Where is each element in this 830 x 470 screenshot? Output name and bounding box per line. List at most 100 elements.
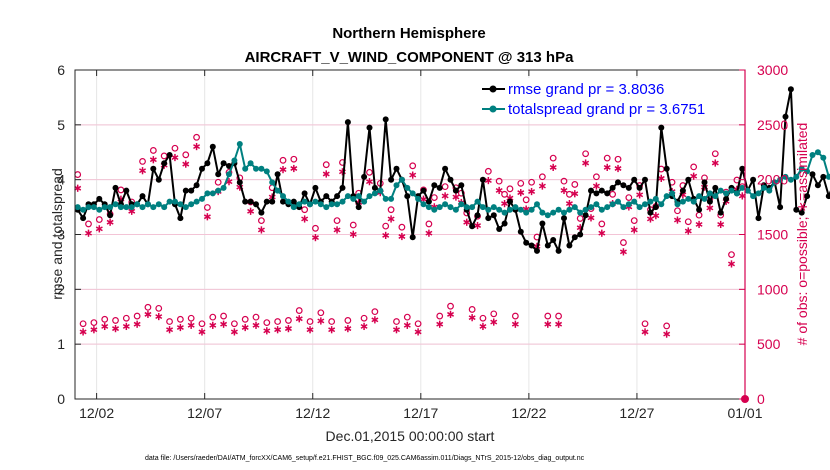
rmse-point	[312, 184, 319, 191]
rmse-point	[507, 198, 513, 205]
spread-point	[712, 193, 719, 200]
spread-point	[679, 198, 686, 205]
obs-possible-point	[101, 315, 109, 323]
rmse-point	[301, 190, 308, 197]
obs-possible-point	[312, 224, 319, 232]
y-tick-label: 1	[57, 336, 65, 352]
spread-point	[280, 193, 286, 200]
obs-possible-point	[663, 322, 671, 330]
spread-point	[458, 201, 465, 208]
spread-point	[550, 209, 557, 216]
obs-assimilated-point	[301, 215, 309, 223]
obs-assimilated-point	[166, 326, 174, 334]
spread-point	[809, 152, 816, 158]
obs-possible-point	[333, 217, 341, 225]
spread-point	[371, 190, 378, 197]
spread-point	[750, 193, 757, 200]
spread-point	[285, 198, 292, 205]
legend-rmse-label: rmse grand pr = 3.8036	[508, 81, 664, 98]
obs-possible-point	[366, 168, 373, 176]
rmse-point	[344, 119, 351, 126]
obs-possible-point	[90, 319, 98, 327]
spread-point	[85, 204, 92, 211]
spread-point	[139, 204, 146, 211]
rmse-point	[469, 223, 476, 230]
obs-assimilated-point	[317, 317, 325, 325]
spread-point	[582, 206, 589, 213]
obs-possible-point	[171, 144, 179, 152]
obs-assimilated-point	[79, 328, 87, 336]
spread-point	[755, 190, 762, 197]
obs-assimilated-point	[203, 213, 211, 221]
spread-point	[512, 204, 519, 211]
spread-point	[733, 190, 740, 197]
spread-point	[490, 204, 497, 211]
y-tick-label: 6	[57, 62, 65, 78]
rmse-point	[717, 209, 724, 216]
spread-point	[469, 204, 476, 211]
y2-tick-label: 1500	[757, 227, 788, 243]
rmse-point	[409, 234, 416, 241]
obs-assimilated-point	[414, 328, 422, 336]
obs-assimilated-point	[279, 166, 287, 174]
obs-assimilated-point	[133, 320, 141, 328]
spread-point	[593, 201, 600, 208]
obs-assimilated-point	[619, 248, 627, 256]
spread-point	[642, 201, 648, 208]
spread-point	[220, 184, 227, 191]
rmse-point	[652, 204, 659, 211]
obs-assimilated-point	[436, 320, 444, 328]
y2-tick-label: 0	[757, 391, 765, 407]
obs-possible-point	[360, 314, 368, 322]
axes: 12/02 12/07 12/12 12/17 12/22 12/27 01/0101234…	[57, 62, 788, 421]
obs-possible-point	[252, 313, 260, 321]
obs-assimilated-point	[290, 164, 298, 173]
rmse-point	[534, 247, 540, 254]
rmse-point	[798, 209, 805, 216]
obs-possible-point	[620, 239, 627, 246]
obs-assimilated-point	[328, 326, 336, 334]
spread-point	[398, 176, 405, 183]
rmse-point	[166, 152, 173, 158]
spread-point	[696, 193, 703, 200]
obs-possible-point	[209, 313, 217, 321]
spread-point	[787, 176, 794, 183]
obs-possible-point	[528, 178, 535, 186]
obs-possible-point	[133, 312, 141, 320]
y-axis-label: rmse and totalspread	[49, 168, 65, 300]
obs-possible-point	[95, 216, 103, 223]
rmse-point	[420, 187, 427, 194]
rmse-point	[112, 184, 119, 191]
spread-point	[577, 209, 584, 216]
rmse-point	[247, 198, 254, 205]
spread-point	[312, 198, 319, 205]
obs-possible-point	[317, 309, 325, 317]
rmse-point	[820, 173, 827, 180]
obs-possible-point	[371, 308, 379, 316]
rmse-point	[701, 179, 708, 186]
rmse-point	[123, 187, 130, 194]
obs-assimilated-point	[252, 321, 260, 329]
obs-assimilated-point	[490, 318, 498, 326]
obs-assimilated-point	[322, 170, 330, 178]
spread-point	[479, 204, 486, 211]
spread-point	[393, 182, 400, 189]
spread-point	[766, 187, 773, 194]
rmse-point	[388, 176, 395, 183]
obs-assimilated-point	[409, 171, 417, 179]
obs-assimilated-point	[122, 322, 130, 331]
obs-possible-point	[409, 162, 417, 170]
obs-possible-point	[501, 190, 508, 198]
spread-point	[155, 201, 162, 208]
obs-assimilated-point	[144, 310, 152, 318]
obs-possible-point	[457, 189, 465, 197]
obs-assimilated-point	[727, 260, 735, 268]
spread-point	[625, 201, 632, 208]
spread-point	[431, 206, 438, 213]
rmse-point	[226, 163, 232, 169]
spread-point	[658, 201, 665, 208]
obs-assimilated-point	[517, 189, 525, 197]
legend-spread-label: totalspread grand pr = 3.6751	[508, 101, 705, 118]
obs-assimilated-point	[673, 216, 681, 224]
obs-possible-point	[690, 163, 698, 171]
